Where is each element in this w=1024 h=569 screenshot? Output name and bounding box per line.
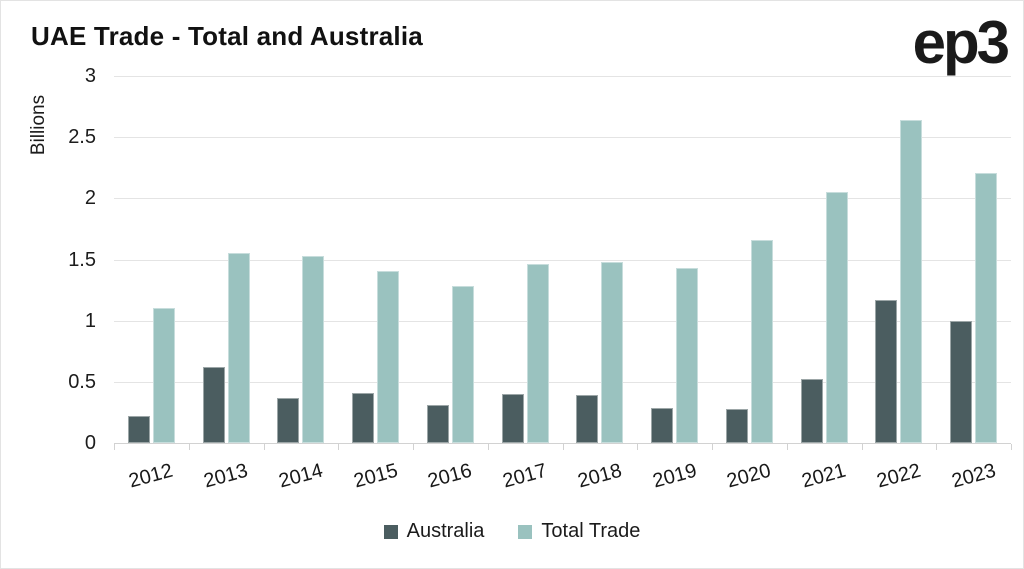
bar-australia-2019 xyxy=(651,407,674,443)
y-axis-tick-label: 2 xyxy=(84,187,96,210)
y-axis-tick-label: 0 xyxy=(84,432,96,454)
gridline xyxy=(114,198,1011,200)
bar-australia-2013 xyxy=(202,367,225,443)
x-axis-label-2022: 2022 xyxy=(874,459,924,493)
y-axis-tick-label: 2.5 xyxy=(68,126,96,149)
bar-australia-2022 xyxy=(875,299,898,443)
bar-australia-2021 xyxy=(800,379,823,443)
bar-total-trade-2013 xyxy=(227,253,250,443)
brand-logo: ep3 xyxy=(912,9,1010,76)
x-axis-tick xyxy=(861,444,863,450)
chart-title: UAE Trade - Total and Australia xyxy=(31,21,423,51)
bar-total-trade-2023 xyxy=(975,172,998,443)
x-axis-label-2017: 2017 xyxy=(500,459,550,493)
bar-australia-2015 xyxy=(352,392,375,443)
bar-australia-2014 xyxy=(277,397,300,443)
bar-australia-2016 xyxy=(426,405,449,443)
bar-total-trade-2022 xyxy=(900,120,923,443)
x-axis-tick xyxy=(786,444,788,450)
y-axis-tick-label: 1.5 xyxy=(68,248,96,271)
gridline xyxy=(114,76,1011,77)
bar-total-trade-2012 xyxy=(152,308,175,443)
x-axis-tick xyxy=(188,444,190,450)
gridline xyxy=(114,137,1011,139)
legend-item-total-trade: Total Trade xyxy=(518,520,640,543)
gridline xyxy=(114,320,1011,322)
legend-label: Australia xyxy=(406,520,485,542)
legend-label: Total Trade xyxy=(541,520,641,542)
x-axis-tick xyxy=(487,444,489,450)
bar-total-trade-2014 xyxy=(302,255,325,443)
x-axis-label-2020: 2020 xyxy=(724,459,774,493)
bar-total-trade-2016 xyxy=(451,286,474,443)
bar-australia-2012 xyxy=(127,416,150,443)
x-axis-label-2014: 2014 xyxy=(276,459,326,493)
x-axis-label-2015: 2015 xyxy=(351,459,400,493)
x-axis-line xyxy=(114,443,1011,444)
x-axis-tick xyxy=(413,444,414,450)
x-axis-label-2016: 2016 xyxy=(425,459,475,493)
bar-australia-2018 xyxy=(576,395,599,443)
x-axis-tick xyxy=(637,444,639,450)
bar-total-trade-2015 xyxy=(377,270,400,443)
legend-swatch-icon xyxy=(383,524,398,539)
y-axis-tick-label: 1 xyxy=(84,309,96,332)
bar-total-trade-2020 xyxy=(750,239,773,443)
bar-australia-2020 xyxy=(725,408,748,443)
bar-total-trade-2017 xyxy=(526,264,549,443)
gridline xyxy=(114,381,1011,383)
bar-total-trade-2019 xyxy=(676,268,699,443)
x-axis-label-2021: 2021 xyxy=(799,459,849,493)
x-axis-tick xyxy=(114,444,115,450)
x-axis-label-2019: 2019 xyxy=(650,459,699,493)
x-axis-label-2018: 2018 xyxy=(575,459,625,493)
legend-swatch-icon xyxy=(518,524,533,539)
x-axis-tick xyxy=(263,444,265,450)
bar-australia-2017 xyxy=(501,394,524,443)
gridline xyxy=(114,259,1011,261)
x-axis-tick xyxy=(712,444,713,450)
bar-australia-2023 xyxy=(950,320,973,443)
x-axis-tick xyxy=(338,444,340,450)
legend: Australia Total Trade xyxy=(1,520,1023,543)
y-axis-tick-label: 3 xyxy=(84,65,96,87)
legend-item-australia: Australia xyxy=(383,520,485,543)
x-axis-label-2013: 2013 xyxy=(201,459,251,493)
x-axis-tick xyxy=(936,444,938,450)
x-axis-tick xyxy=(562,444,564,450)
x-axis-label-2023: 2023 xyxy=(949,459,998,493)
bar-total-trade-2018 xyxy=(601,261,624,443)
y-axis-tick-label: 0.5 xyxy=(68,370,96,393)
x-axis-tick xyxy=(1011,444,1012,450)
x-axis-label-2012: 2012 xyxy=(126,459,176,493)
bar-total-trade-2021 xyxy=(825,192,848,443)
